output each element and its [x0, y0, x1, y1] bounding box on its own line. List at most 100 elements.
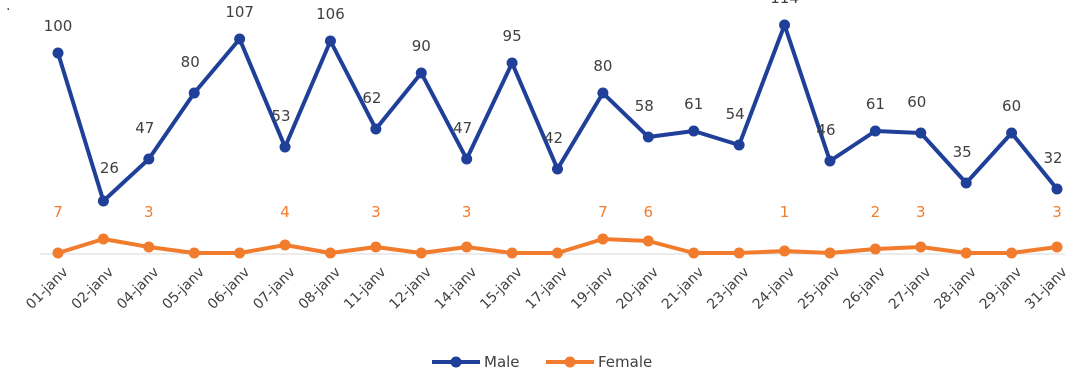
female-data-label: 1 [780, 203, 790, 221]
x-tick-label: 11-janv [341, 264, 389, 312]
female-point [1051, 241, 1063, 253]
male-point [143, 153, 155, 165]
legend-male-marker [450, 356, 462, 368]
male-point [279, 141, 291, 153]
male-point [642, 131, 654, 143]
x-tick-label: 19-janv [568, 264, 616, 312]
male-data-label: 60 [907, 93, 926, 111]
female-point [597, 233, 609, 245]
male-data-label: 90 [412, 37, 431, 55]
male-data-label: 53 [271, 107, 290, 125]
female-point [779, 245, 791, 257]
male-data-label: 46 [816, 121, 835, 139]
male-data-label: 106 [316, 5, 345, 23]
legend-male-label: Male [484, 353, 520, 371]
male-data-label: 80 [181, 53, 200, 71]
male-point [1006, 127, 1018, 139]
x-tick-label: 07-janv [250, 264, 298, 312]
female-data-label: 4 [280, 203, 290, 221]
male-data-label: 32 [1043, 149, 1062, 167]
female-point [234, 247, 246, 259]
male-point [960, 177, 972, 189]
legend-female-label: Female [598, 353, 652, 371]
female-point [324, 247, 336, 259]
x-tick-label: 15-janv [477, 264, 525, 312]
female-data-label: 3 [371, 203, 381, 221]
x-tick-label: 01-janv [23, 264, 71, 312]
x-tick-label: 02-janv [69, 264, 117, 312]
x-tick-label: 04-janv [114, 264, 162, 312]
male-point [370, 123, 382, 135]
male-point [1051, 183, 1063, 195]
male-point [597, 87, 609, 99]
female-point [52, 247, 64, 259]
female-data-label: 3 [144, 203, 154, 221]
male-point [97, 195, 109, 207]
male-point [188, 87, 200, 99]
male-data-label: 35 [953, 143, 972, 161]
male-data-label: 80 [593, 57, 612, 75]
x-tick-label: 17-janv [523, 264, 571, 312]
female-data-label: 3 [916, 203, 926, 221]
female-data-label: 3 [1052, 203, 1062, 221]
x-tick-label: 29-janv [977, 264, 1025, 312]
male-data-label: 54 [726, 105, 745, 123]
male-data-label: 60 [1002, 97, 1021, 115]
male-data-label: 107 [225, 3, 254, 21]
x-tick-label: 25-janv [795, 264, 843, 312]
male-point [52, 47, 64, 59]
x-tick-label: 23-janv [704, 264, 752, 312]
male-data-label: 114 [770, 0, 799, 7]
female-point [552, 247, 563, 259]
x-tick-labels: 01-janv02-janv04-janv05-janv06-janv07-ja… [23, 264, 1069, 312]
legend: Male Female [432, 353, 652, 371]
x-tick-label: 26-janv [841, 264, 889, 312]
male-point [779, 19, 791, 31]
female-point [506, 247, 518, 259]
female-point [642, 235, 654, 247]
female-data-label: 3 [462, 203, 472, 221]
male-data-label: 26 [100, 159, 119, 177]
female-point [370, 241, 382, 253]
male-data-label: 47 [453, 119, 472, 137]
female-point [688, 247, 700, 259]
male-point [234, 33, 246, 45]
x-tick-label: 24-janv [750, 264, 798, 312]
x-tick-label: 12-janv [386, 264, 434, 312]
male-point [915, 127, 927, 139]
female-point [97, 233, 109, 245]
x-tick-label: 05-janv [159, 264, 207, 312]
female-point [869, 243, 881, 255]
male-point [733, 139, 745, 151]
x-tick-label: 06-janv [205, 264, 253, 312]
female-data-label: 6 [644, 203, 654, 221]
female-point [279, 239, 291, 251]
x-tick-label: 14-janv [432, 264, 480, 312]
female-point [915, 241, 927, 253]
legend-female-marker [564, 356, 576, 368]
female-point [143, 241, 155, 253]
male-data-label: 61 [684, 95, 703, 113]
male-point [461, 153, 473, 165]
series-layer: 1002647801075310662904795428058615411446… [44, 0, 1063, 259]
female-data-label: 7 [53, 203, 63, 221]
male-point [688, 125, 700, 137]
male-data-label: 62 [362, 89, 381, 107]
female-point [188, 247, 200, 259]
male-point [824, 155, 836, 167]
x-tick-label: 08-janv [296, 264, 344, 312]
female-point [960, 247, 972, 259]
x-tick-label: 31-janv [1022, 264, 1069, 312]
female-point [461, 241, 473, 253]
female-point [1006, 247, 1018, 259]
male-point [552, 163, 563, 175]
male-data-label: 95 [503, 27, 522, 45]
male-data-label: 58 [635, 97, 654, 115]
male-point [415, 67, 427, 79]
female-point [733, 247, 745, 259]
male-point [506, 57, 518, 69]
male-data-label: 100 [44, 17, 73, 35]
male-data-label: 61 [866, 95, 885, 113]
male-data-label: 47 [135, 119, 154, 137]
